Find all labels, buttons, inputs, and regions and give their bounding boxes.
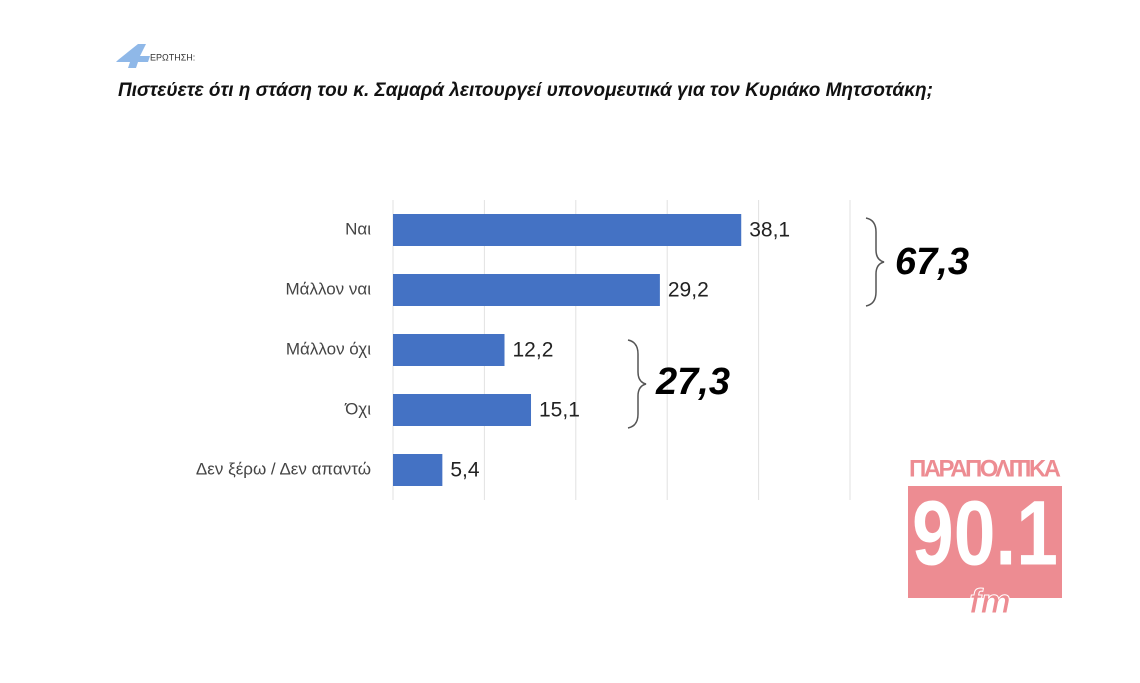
watermark-frequency: 90.1 xyxy=(912,482,1058,584)
annotation: 27,3 xyxy=(655,361,730,403)
bar xyxy=(393,454,443,486)
y-tick-label: Μάλλον όχι xyxy=(286,339,371,358)
value-label: 38,1 xyxy=(749,219,790,242)
bar xyxy=(393,334,505,366)
value-label: 29,2 xyxy=(668,279,709,302)
y-tick-label: Μάλλον ναι xyxy=(285,279,371,298)
bar xyxy=(393,214,742,246)
value-label: 12,2 xyxy=(513,339,554,362)
bar xyxy=(393,394,532,426)
y-tick-label: Ναι xyxy=(345,219,371,238)
annotation: 67,3 xyxy=(895,241,969,283)
watermark-name: ΠΑΡΑΠΟΛΙΤΙΚΑ xyxy=(909,455,1061,482)
value-label: 15,1 xyxy=(539,399,580,422)
bracket xyxy=(627,339,647,429)
bracket xyxy=(865,217,885,307)
y-tick-label: Δεν ξέρω / Δεν απαντώ xyxy=(196,459,371,478)
chart-title: Πιστεύετε ότι η στάση του κ. Σαμαρά λειτ… xyxy=(118,80,933,101)
value-label: 5,4 xyxy=(450,459,480,482)
watermark: ΠΑΡΑΠΟΛΙΤΙΚΑ 90.1 fm xyxy=(908,455,1062,621)
y-tick-label: Όχι xyxy=(344,399,371,418)
bar xyxy=(393,274,660,306)
watermark-band: fm xyxy=(969,583,1011,621)
question-badge xyxy=(116,44,150,68)
question-label: ΕΡΩΤΗΣΗ: xyxy=(150,52,195,62)
watermark-box xyxy=(908,486,1062,598)
title-box: Πιστεύετε ότι η στάση του κ. Σαμαρά λειτ… xyxy=(118,80,933,101)
